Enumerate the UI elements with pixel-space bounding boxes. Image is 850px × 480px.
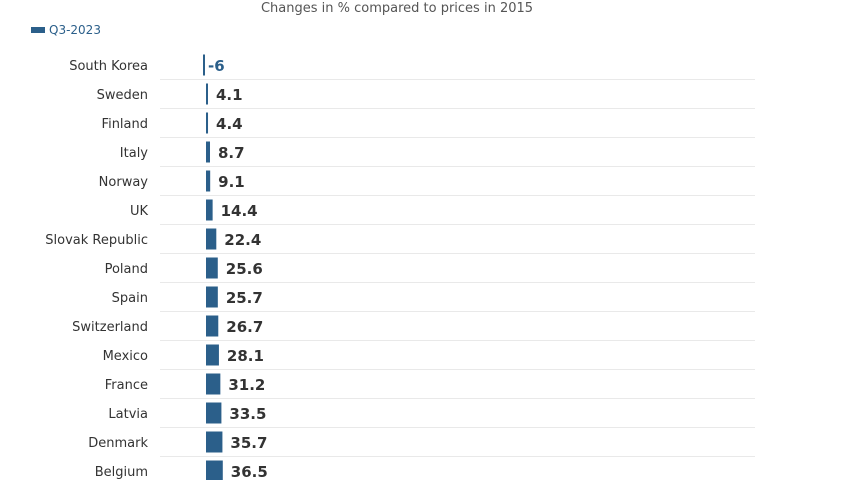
chart-title: Changes in % compared to prices in 2015 (260, 1, 534, 16)
value-label: 26.7 (226, 318, 263, 336)
legend[interactable]: Q3-2023 (31, 22, 101, 38)
value-label: 28.1 (227, 347, 264, 365)
value-label: 35.7 (230, 434, 267, 452)
value-label: 31.2 (228, 376, 265, 394)
bar[interactable] (206, 170, 211, 192)
bar[interactable] (206, 257, 218, 279)
value-label: 25.6 (226, 260, 263, 278)
bar[interactable] (206, 199, 213, 221)
legend-label: Q3-2023 (49, 23, 101, 37)
value-label: 33.5 (229, 405, 266, 423)
bar[interactable] (206, 344, 219, 366)
category-label: France (105, 378, 148, 393)
category-label: UK (130, 204, 149, 219)
legend-swatch (31, 27, 45, 33)
bar[interactable] (206, 460, 223, 480)
category-label: Mexico (103, 349, 148, 364)
category-label: Latvia (108, 407, 148, 422)
value-label: -6 (208, 57, 225, 75)
bar[interactable] (206, 141, 211, 163)
value-label: 25.7 (226, 289, 263, 307)
category-label: South Korea (69, 59, 148, 74)
bar[interactable] (206, 228, 217, 250)
value-label: 22.4 (224, 231, 261, 249)
category-label: Norway (99, 175, 149, 190)
category-label: Sweden (97, 88, 148, 103)
value-label: 4.4 (216, 115, 243, 133)
bar[interactable] (206, 315, 219, 337)
labels: South Korea -6 Sweden 4.1 Finland 4.4 Italy 8.7… (45, 56, 268, 480)
bar[interactable] (203, 54, 205, 76)
category-label: Denmark (88, 436, 148, 451)
category-label: Finland (102, 117, 148, 132)
value-label: 14.4 (221, 202, 258, 220)
bar[interactable] (206, 286, 218, 308)
bar[interactable] (206, 402, 222, 424)
category-label: Switzerland (72, 320, 148, 335)
bars (203, 54, 223, 480)
value-label: 4.1 (216, 86, 243, 104)
value-label: 36.5 (231, 463, 268, 480)
bar[interactable] (206, 112, 209, 134)
bar[interactable] (206, 373, 221, 395)
grid-lines (160, 79, 755, 457)
bar[interactable] (206, 83, 208, 105)
category-label: Italy (120, 146, 149, 161)
value-label: 8.7 (218, 144, 245, 162)
bar[interactable] (206, 431, 223, 453)
value-label: 9.1 (218, 173, 245, 191)
category-label: Spain (112, 291, 148, 306)
category-label: Belgium (95, 465, 148, 480)
category-label: Slovak Republic (45, 233, 148, 248)
category-label: Poland (105, 262, 148, 277)
